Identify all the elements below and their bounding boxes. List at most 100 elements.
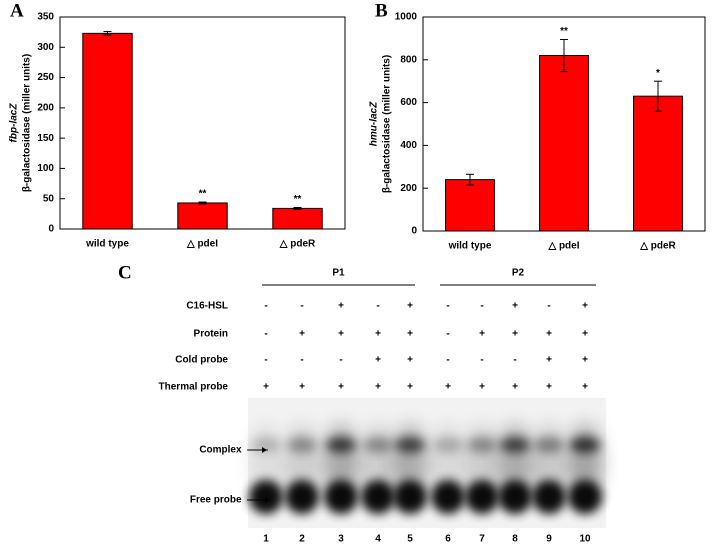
lane-number: 8 (512, 534, 518, 545)
gel-bands (249, 424, 602, 514)
row-label: Protein (194, 329, 228, 340)
complex-band (500, 437, 530, 453)
complex-band (570, 437, 600, 453)
sign: - (446, 301, 449, 312)
sign: + (407, 355, 413, 366)
sign: + (479, 329, 485, 340)
sign: + (546, 382, 552, 393)
free-probe-band (465, 480, 499, 514)
y-tick-label: 200 (37, 102, 54, 113)
complex-band (326, 437, 356, 453)
band-label: Free probe (190, 495, 242, 506)
sign: + (375, 382, 381, 393)
y-tick-label: 1000 (395, 12, 418, 23)
group-label: P2 (512, 268, 525, 279)
sign: + (338, 329, 344, 340)
sign: - (446, 329, 449, 340)
sign: + (546, 329, 552, 340)
sign: - (264, 355, 267, 366)
complex-band (433, 437, 463, 453)
lane-number: 10 (579, 534, 591, 545)
y-tick-label: 0 (411, 226, 417, 237)
sign: - (446, 355, 449, 366)
lane-number: 7 (479, 534, 485, 545)
y-axis-label: β-galactosidase (miller units) (382, 55, 393, 193)
lane-number: 2 (299, 534, 305, 545)
y-axis-label: β-galactosidase (miller units) (22, 54, 33, 192)
bar (445, 179, 495, 232)
lane-number: 6 (445, 534, 451, 545)
y-tick-label: 250 (37, 72, 54, 83)
sign: + (299, 329, 305, 340)
row-label: Thermal probe (159, 382, 229, 393)
lane-number: 4 (375, 534, 381, 545)
complex-band (534, 437, 564, 453)
x-tick-label: △ pdeR (639, 241, 676, 252)
y-tick-label: 150 (37, 133, 54, 144)
error-bar (293, 206, 302, 210)
free-probe-band (361, 480, 395, 514)
sign: + (445, 382, 451, 393)
y-tick-label: 300 (37, 42, 54, 53)
significance-label: ** (294, 194, 302, 205)
lane-number: 9 (546, 534, 552, 545)
sign: + (263, 382, 269, 393)
sign: - (480, 301, 483, 312)
sign: + (582, 329, 588, 340)
lane-number: 1 (263, 534, 269, 545)
complex-band (395, 437, 425, 453)
y-tick-label: 800 (400, 54, 417, 65)
sign: - (513, 355, 516, 366)
bar (82, 32, 133, 230)
free-probe-band (568, 480, 602, 514)
y-tick-label: 350 (37, 12, 54, 23)
y-tick-label: 200 (400, 183, 417, 194)
free-probe-band (324, 480, 358, 514)
sign: + (512, 301, 518, 312)
sign: + (338, 301, 344, 312)
y-tick-label: 100 (37, 163, 54, 174)
sign: - (300, 355, 303, 366)
x-tick-label: △ pdeI (186, 239, 218, 250)
sign: + (582, 355, 588, 366)
x-tick-label: △ pdeI (547, 241, 579, 252)
y-tick-label: 0 (48, 224, 54, 235)
x-tick-label: wild type (85, 239, 129, 250)
complex-band (251, 437, 281, 453)
complex-band (467, 437, 497, 453)
free-probe-band (249, 480, 283, 514)
complex-band (287, 437, 317, 453)
sign: + (375, 355, 381, 366)
bar (272, 207, 323, 230)
y-tick-label: 50 (43, 193, 55, 204)
sign: + (299, 382, 305, 393)
free-probe-band (431, 480, 465, 514)
sign: - (339, 355, 342, 366)
complex-band (363, 437, 393, 453)
y-axis-label: fbp-lacZ (9, 103, 20, 143)
sign: + (375, 329, 381, 340)
bar (539, 55, 589, 232)
band-label: Complex (199, 445, 242, 456)
free-probe-band (393, 480, 427, 514)
significance-label: ** (199, 189, 207, 200)
arrow-head (262, 447, 267, 453)
sign: + (338, 382, 344, 393)
sign: - (547, 301, 550, 312)
y-tick-label: 400 (400, 140, 417, 151)
x-tick-label: △ pdeR (279, 239, 316, 250)
group-label: P1 (332, 268, 345, 279)
x-tick-label: wild type (448, 241, 492, 252)
sign: + (546, 355, 552, 366)
error-bar (103, 31, 112, 36)
bar (633, 95, 683, 232)
lane-number: 5 (407, 534, 413, 545)
sign: - (264, 301, 267, 312)
sign: - (376, 301, 379, 312)
panel-label: C (118, 262, 132, 283)
bar (177, 202, 228, 230)
sign: + (407, 301, 413, 312)
sign: + (407, 382, 413, 393)
sign: + (512, 329, 518, 340)
